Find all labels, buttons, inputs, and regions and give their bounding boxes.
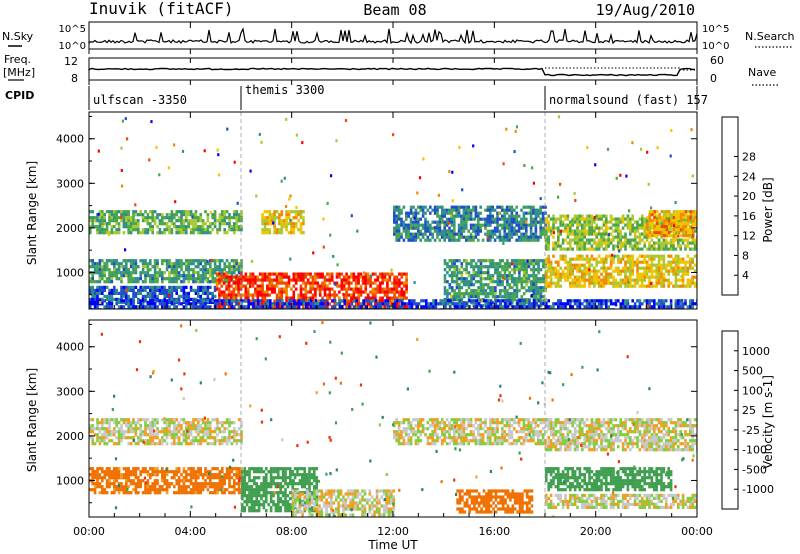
velocity-colorbar-label-5: 100 [742, 384, 763, 397]
power-ytick-label-3000: 3000 [56, 177, 84, 190]
velocity-region-5 [456, 489, 534, 514]
power-scatter [97, 115, 694, 309]
power-colorbar-frame [721, 116, 739, 296]
velocity-region-3 [291, 489, 396, 517]
time-tick-label-3: 12:00 [377, 525, 409, 538]
date-title: 19/Aug/2010 [596, 1, 695, 19]
velocity-colorbar-label: Velocity [m s-1] [761, 375, 775, 469]
freq-panel: Freq. [MHz] 12 8 60 0 Nave [3, 53, 780, 86]
velocity-colorbar-label-4: 25 [742, 404, 756, 417]
power-colorbar-label-4: 20 [742, 190, 756, 203]
freq-label: Freq. [4, 53, 31, 66]
power-region-6 [443, 259, 548, 308]
power-colorbar-label: Power [dB] [761, 177, 775, 242]
power-panel: 1000 2000 3000 4000 Slant Range [km] [25, 111, 698, 310]
freq-trace [88, 67, 696, 77]
velocity-panel: 1000 2000 3000 4000 Slant Range [km] [25, 319, 698, 518]
nsearch-label: N.Search [745, 30, 795, 43]
nsky-tick-low: 10^0 [59, 41, 86, 52]
velocity-region-4 [393, 418, 547, 446]
freq-unit-label: [MHz] [3, 66, 35, 79]
power-region-8 [545, 254, 697, 288]
velocity-ytick-label-2000: 2000 [56, 430, 84, 443]
time-axis: 00:00 04:00 08:00 12:00 16:00 20:00 00:00 [73, 22, 713, 538]
velocity-ytick-label-1000: 1000 [56, 474, 84, 487]
power-ytick-label-1000: 1000 [56, 266, 84, 279]
velocity-ytick-label-3000: 3000 [56, 385, 84, 398]
cpid-label: CPID [5, 89, 34, 102]
nave-trace [545, 67, 697, 71]
velocity-colorbar: -1000 -500 -100 -25 25 100 500 1000 [721, 330, 774, 510]
velocity-colorbar-label-2: -100 [742, 444, 767, 457]
velocity-region-8 [545, 493, 697, 509]
power-heatmap-cells [89, 112, 697, 309]
velocity-colorbar-label-7: 1000 [742, 345, 770, 358]
beam-title: Beam 08 [363, 1, 426, 19]
time-tick-label-5: 20:00 [580, 525, 612, 538]
power-colorbar: 4 8 12 16 20 24 28 [721, 116, 756, 296]
cpid-segment-themis: themis 3300 [245, 83, 324, 97]
power-region-9 [646, 210, 697, 238]
velocity-region-7 [545, 467, 673, 492]
time-axis-label: Time UT [367, 538, 418, 552]
cpid-segment-normalsound: normalsound (fast) 157 [549, 93, 708, 107]
time-tick-label-0: 00:00 [73, 525, 105, 538]
time-tick-label-1: 04:00 [174, 525, 206, 538]
velocity-scatter [100, 321, 697, 517]
velocity-region-0 [89, 418, 243, 446]
velocity-heatmap-cells [89, 320, 697, 517]
power-ytick-label-2000: 2000 [56, 222, 84, 235]
power-ytick-label-4000: 4000 [56, 133, 84, 146]
freq-tick-high: 12 [64, 55, 78, 68]
nsky-trace [88, 27, 698, 45]
velocity-colorbar-frame [721, 330, 739, 510]
power-colorbar-label-5: 24 [742, 170, 756, 183]
velocity-ylabel: Slant Range [km] [25, 368, 39, 472]
power-colorbar-label-0: 4 [742, 269, 749, 282]
power-grain [89, 112, 697, 309]
velocity-ytick-label-4000: 4000 [56, 341, 84, 354]
power-colorbar-label-3: 16 [742, 210, 756, 223]
power-region-0 [89, 210, 243, 235]
nsearch-tick-low: 10^0 [702, 41, 729, 52]
time-tick-label-6: 00:00 [681, 525, 713, 538]
nsearch-tick-high: 10^5 [702, 24, 729, 35]
power-colorbar-label-6: 28 [742, 151, 756, 164]
velocity-region-6 [545, 418, 697, 452]
velocity-region-1 [89, 467, 243, 495]
nsky-panel: N.Sky 10^5 10^0 10^5 10^0 N.Search [2, 21, 795, 52]
velocity-colorbar-label-6: 500 [742, 365, 763, 378]
nave-tick-low: 0 [710, 72, 717, 85]
power-ylabel: Slant Range [km] [25, 161, 39, 265]
cpid-row: CPID ulfscan -3350 themis 3300 normalsou… [5, 83, 708, 110]
freq-tick-low: 8 [71, 72, 78, 85]
power-colorbar-label-1: 8 [742, 249, 749, 262]
nsky-tick-high: 10^5 [59, 24, 86, 35]
power-colorbar-label-2: 12 [742, 230, 756, 243]
nave-label: Nave [748, 66, 776, 79]
nave-tick-high: 60 [710, 54, 724, 67]
velocity-colorbar-label-0: -1000 [742, 483, 774, 496]
cpid-segment-ulfscan: ulfscan -3350 [93, 93, 187, 107]
time-tick-label-4: 16:00 [478, 525, 510, 538]
station-title: Inuvik (fitACF) [89, 0, 234, 18]
velocity-colorbar-label-1: -500 [742, 463, 767, 476]
time-tick-label-2: 08:00 [276, 525, 308, 538]
nsky-label: N.Sky [2, 30, 34, 43]
velocity-colorbar-label-3: -25 [742, 424, 760, 437]
